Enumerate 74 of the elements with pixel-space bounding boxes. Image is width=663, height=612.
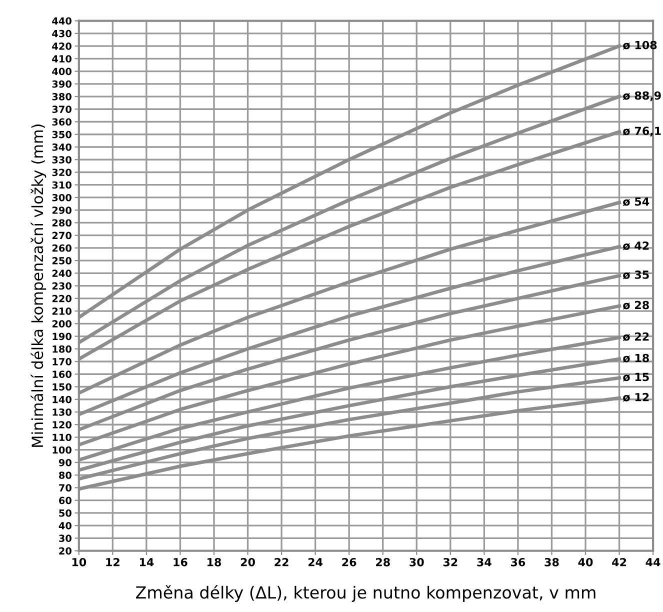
series-label: ø 88,9: [623, 91, 661, 102]
y-tick-label: 90: [58, 458, 72, 466]
series-label: ø 108: [623, 40, 657, 50]
y-tick-label: 60: [59, 496, 72, 504]
y-tick-label: 440: [52, 17, 72, 25]
x-axis-title: Změna délky (ΔL), kterou je nutno kompenzovat, v mm: [136, 585, 596, 602]
x-tick-label: 10: [72, 558, 86, 566]
y-tick-label: 130: [52, 408, 72, 416]
x-tick-label: 36: [510, 558, 526, 566]
y-tick-label: 240: [52, 270, 72, 278]
x-tick-label: 16: [174, 558, 188, 566]
y-tick-label: 420: [52, 42, 72, 50]
series-label: ø 15: [623, 372, 649, 382]
y-tick-label: 30: [59, 534, 72, 542]
y-tick-label: 320: [52, 168, 72, 176]
y-tick-label: 190: [52, 332, 72, 340]
y-tick-label: 250: [52, 257, 72, 264]
y-tick-label: 410: [52, 55, 72, 62]
x-tick-label: 28: [376, 558, 390, 566]
x-tick-label: 40: [578, 558, 593, 566]
x-tick-label: 18: [208, 558, 222, 566]
y-tick-label: 300: [52, 194, 72, 202]
y-tick-label: 270: [52, 232, 72, 240]
y-tick-label: 110: [52, 434, 72, 442]
series-label: ø 76,1: [623, 126, 661, 136]
y-axis-title: Minimální délka kompenzační vložky (mm): [30, 124, 46, 447]
y-tick-label: 160: [52, 370, 72, 378]
y-tick-label: 170: [52, 358, 72, 366]
y-tick-label: 370: [52, 106, 72, 113]
x-tick-label: 38: [544, 558, 559, 566]
y-tick-label: 360: [52, 118, 72, 126]
series-label: ø 42: [623, 242, 649, 250]
y-tick-label: 80: [59, 472, 72, 479]
y-tick-label: 70: [59, 484, 72, 492]
x-tick-label: 26: [342, 558, 356, 566]
x-tick-label: 42: [612, 558, 626, 566]
y-tick-label: 290: [52, 206, 72, 214]
x-tick-label: 20: [240, 558, 255, 566]
series-label: ø 12: [623, 392, 649, 402]
series-label: ø 18: [623, 354, 649, 363]
x-tick-label: 22: [274, 558, 288, 566]
x-tick-label: 12: [106, 558, 120, 566]
series-label: ø 54: [623, 197, 650, 206]
y-tick-label: 260: [52, 244, 72, 252]
x-tick-label: 32: [443, 558, 458, 566]
y-tick-label: 120: [52, 421, 72, 428]
y-tick-label: 180: [52, 345, 72, 353]
x-tick-label: 30: [410, 558, 424, 566]
y-tick-label: 40: [58, 522, 72, 530]
series-label: ø 22: [623, 332, 649, 342]
y-tick-label: 350: [52, 130, 72, 138]
y-tick-label: 20: [59, 547, 72, 555]
y-tick-label: 200: [52, 320, 72, 328]
y-tick-label: 430: [52, 30, 72, 38]
series-label: ø 28: [623, 300, 649, 310]
y-tick-label: 280: [52, 219, 72, 227]
y-tick-label: 380: [52, 93, 72, 100]
y-tick-label: 50: [59, 509, 72, 517]
y-tick-label: 100: [52, 446, 72, 454]
x-tick-label: 24: [308, 558, 323, 566]
y-tick-label: 340: [52, 143, 72, 151]
y-tick-label: 390: [52, 80, 72, 88]
y-tick-label: 400: [52, 68, 72, 76]
x-tick-label: 14: [140, 558, 154, 566]
y-tick-label: 150: [52, 383, 72, 391]
x-tick-label: 44: [646, 558, 660, 566]
y-tick-label: 210: [52, 308, 72, 315]
y-tick-label: 310: [52, 181, 72, 189]
y-tick-label: 330: [52, 156, 72, 164]
y-tick-label: 140: [52, 396, 72, 404]
x-tick-label: 34: [477, 558, 492, 566]
y-tick-label: 220: [52, 294, 72, 302]
y-tick-label: 230: [52, 282, 72, 290]
series-label: ø 35: [623, 270, 649, 280]
